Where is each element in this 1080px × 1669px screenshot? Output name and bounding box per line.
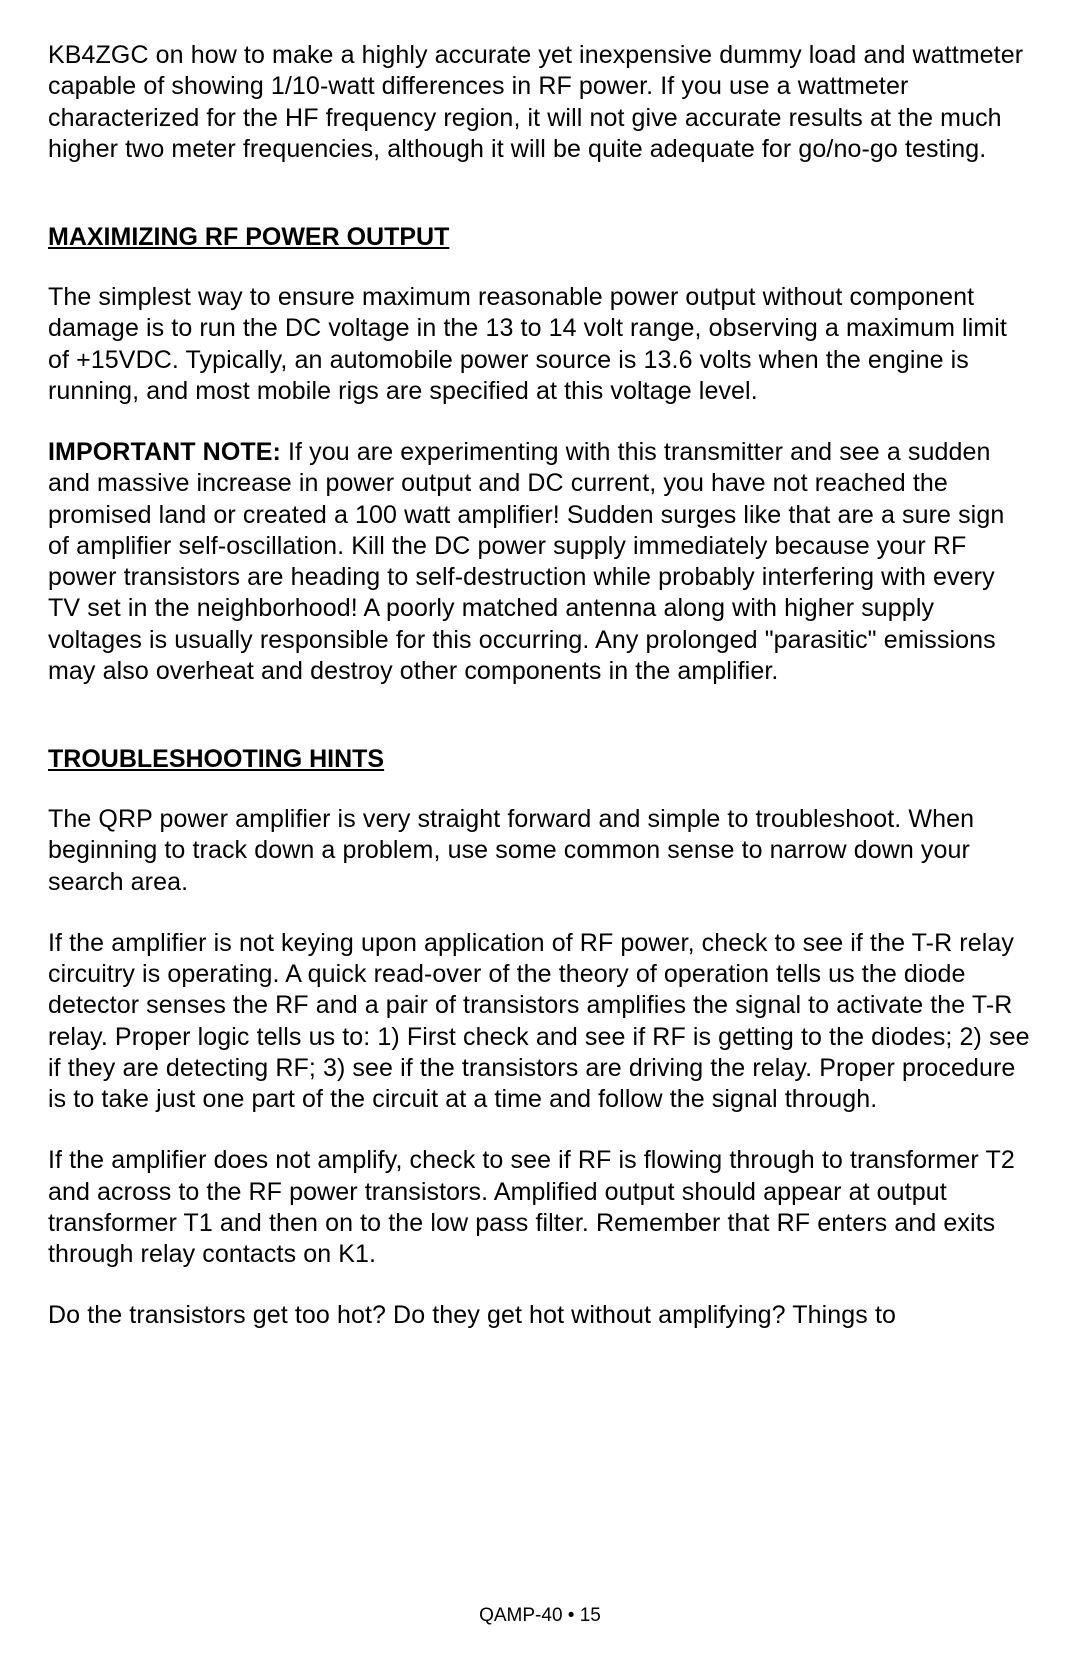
important-note-label: IMPORTANT NOTE: xyxy=(48,438,281,466)
section2-paragraph-1: The QRP power amplifier is very straight… xyxy=(48,804,1032,898)
section1-paragraph-1: The simplest way to ensure maximum reaso… xyxy=(48,282,1032,407)
section-heading-max-power: MAXIMIZING RF POWER OUTPUT xyxy=(48,223,1032,252)
section-heading-troubleshooting: TROUBLESHOOTING HINTS xyxy=(48,745,1032,774)
important-note-body: If you are experimenting with this trans… xyxy=(48,438,1004,685)
section2-paragraph-2: If the amplifier is not keying upon appl… xyxy=(48,928,1032,1116)
section2-paragraph-3: If the amplifier does not amplify, check… xyxy=(48,1145,1032,1270)
intro-paragraph: KB4ZGC on how to make a highly accurate … xyxy=(48,40,1032,165)
section2-paragraph-4: Do the transistors get too hot? Do they … xyxy=(48,1300,1032,1331)
page-footer: QAMP-40 • 15 xyxy=(0,1605,1080,1627)
section1-paragraph-2: IMPORTANT NOTE: If you are experimenting… xyxy=(48,437,1032,687)
